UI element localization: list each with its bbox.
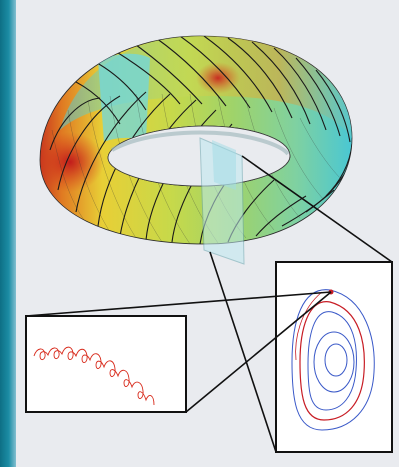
zoom-connector-lines bbox=[209, 155, 393, 453]
ripple-inset bbox=[25, 315, 187, 413]
torus-icon bbox=[39, 35, 353, 245]
accent-bar bbox=[0, 0, 16, 467]
poloidal-cut-plane bbox=[199, 137, 245, 265]
flux-surfaces bbox=[291, 289, 375, 431]
ripple-connector-lines bbox=[25, 291, 332, 413]
cross-section-inset bbox=[275, 261, 393, 453]
ripple-trace bbox=[33, 346, 155, 406]
